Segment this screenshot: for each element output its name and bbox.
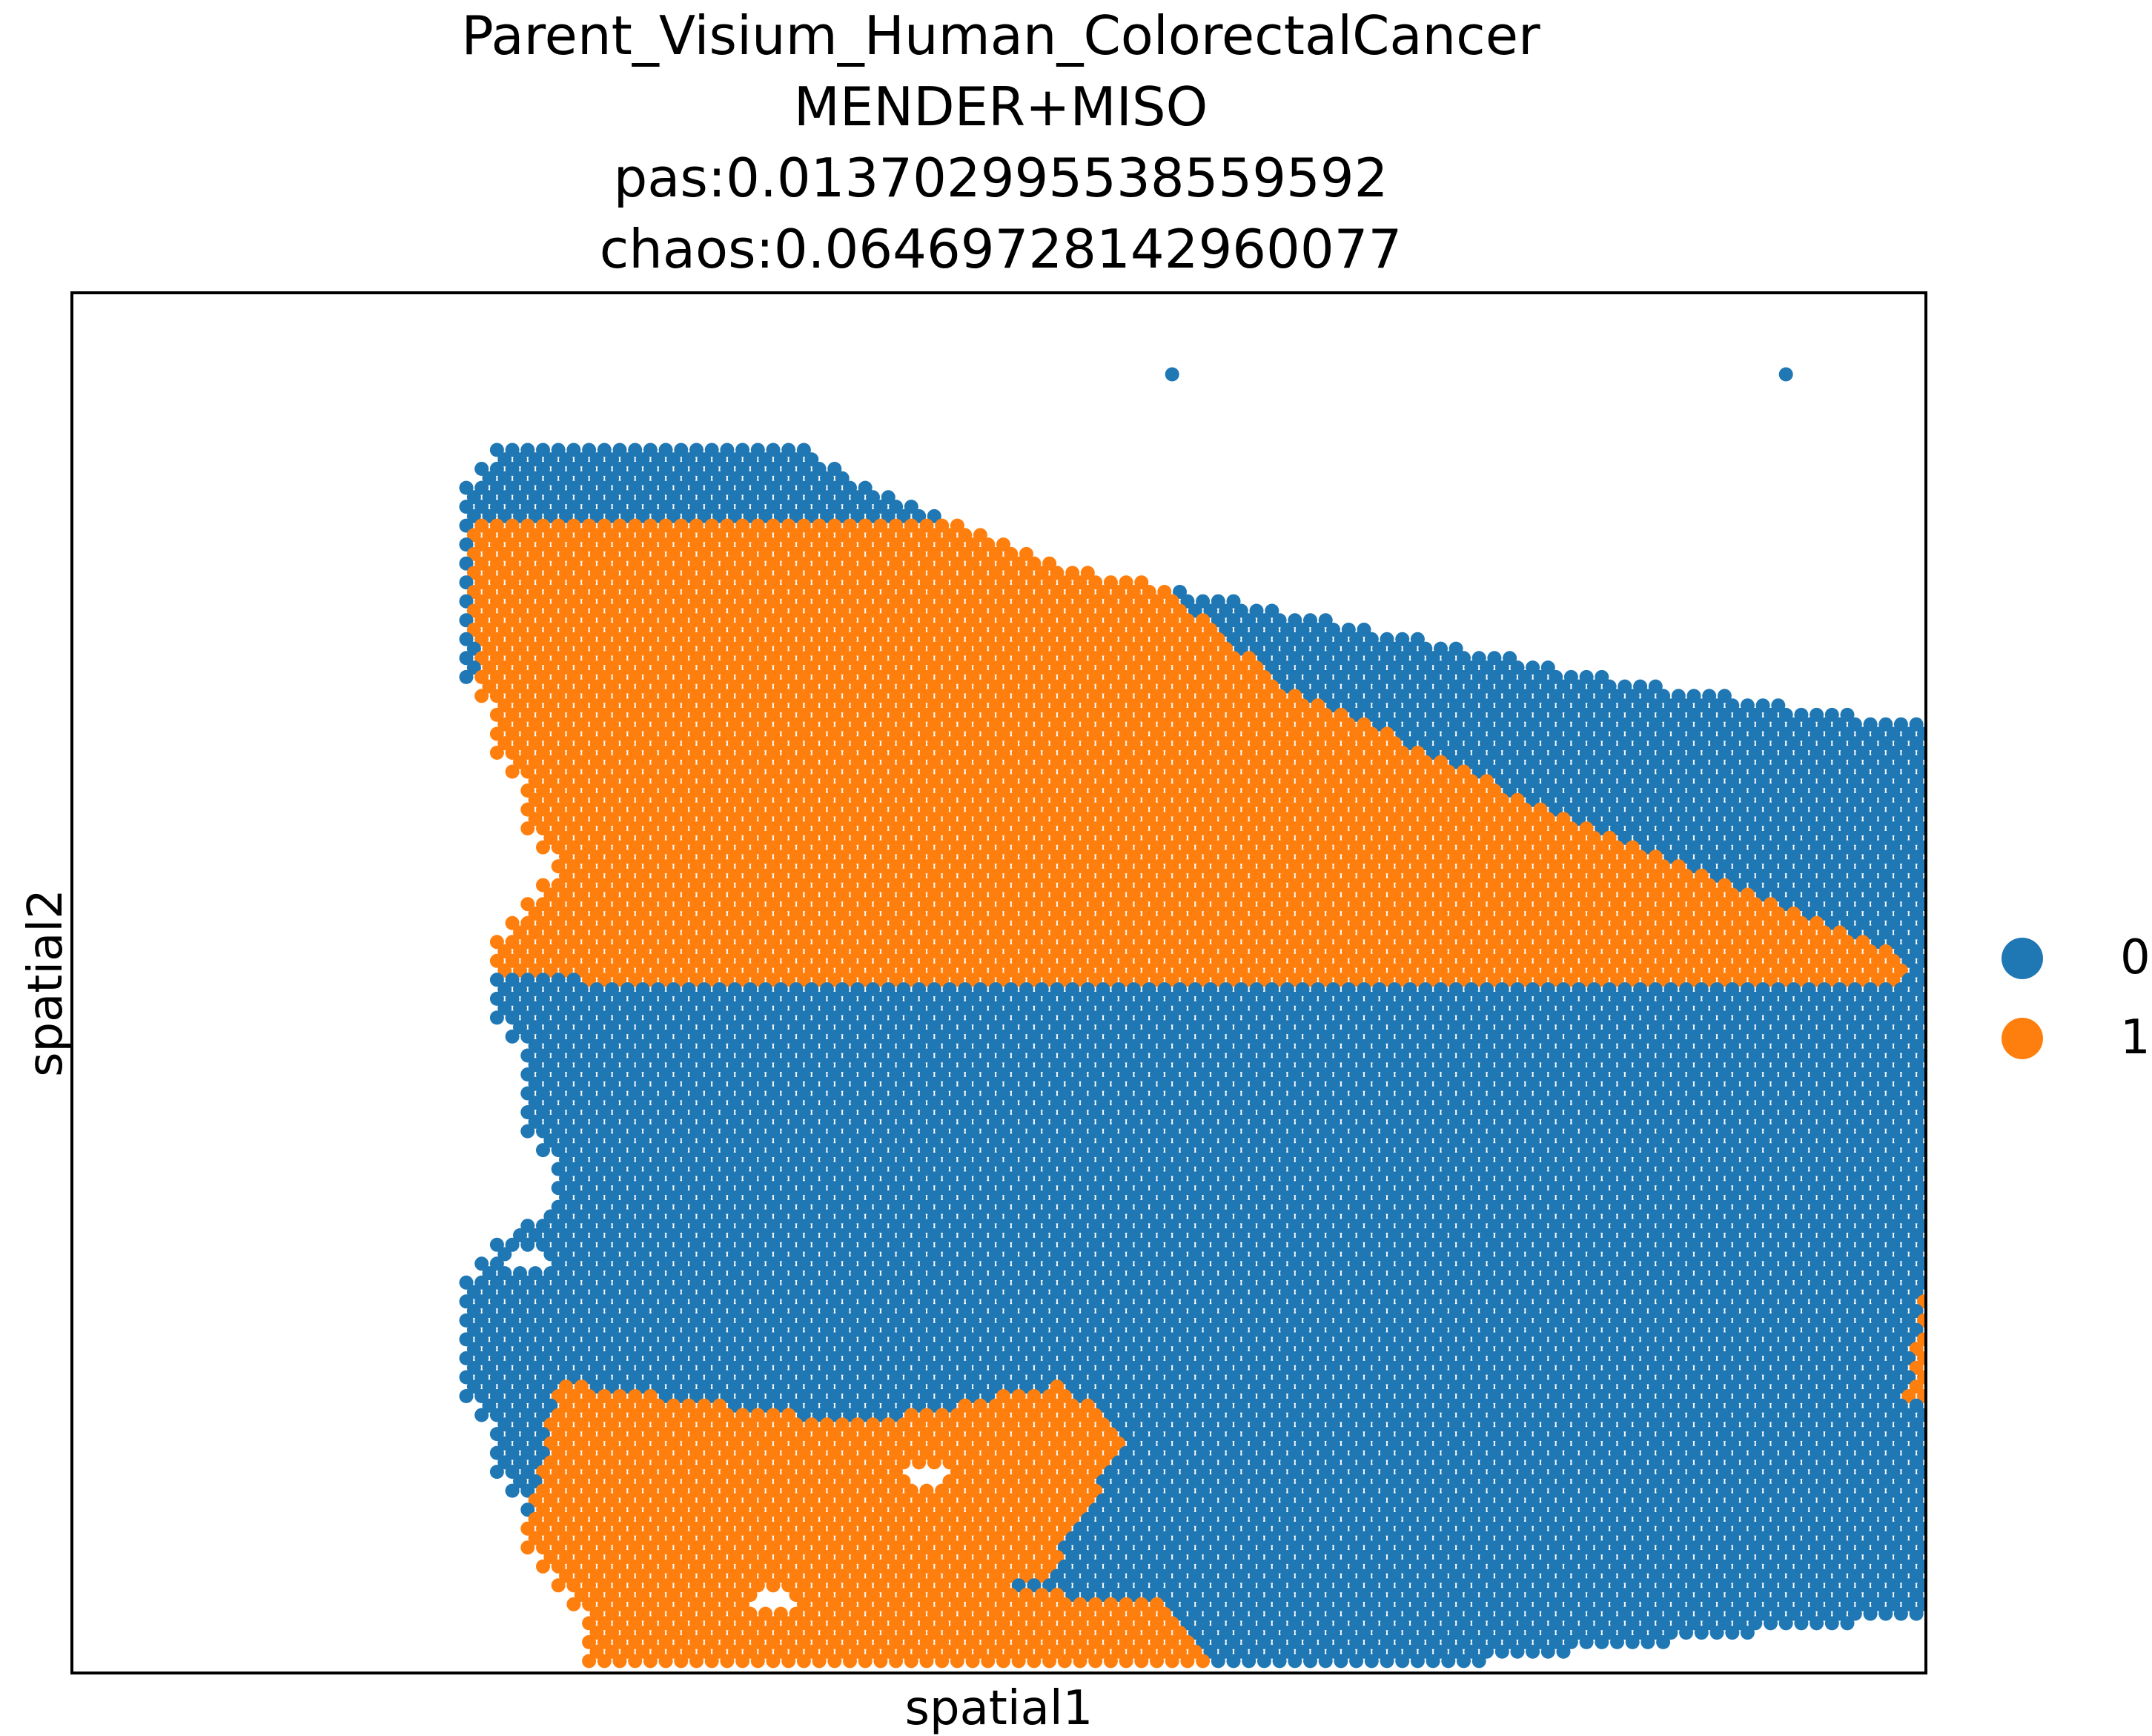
spot-1706: [490, 746, 504, 760]
title-line-pas: pas:0.013702995538559592: [0, 142, 2002, 213]
title-line-chaos: chaos:0.06469728142960077: [0, 213, 2002, 285]
chart-title: Parent_Visium_Human_ColorectalCancer MEN…: [0, 0, 2002, 285]
spot-1006: [460, 670, 474, 684]
scatter-plot: [73, 294, 1924, 1672]
plot-area: [70, 291, 1927, 1674]
spot-1158: [474, 689, 489, 703]
title-line-dataset: Parent_Visium_Human_ColorectalCancer: [0, 0, 2002, 71]
spot-2672: [520, 821, 534, 835]
spot-2941: [536, 841, 550, 855]
spot-1923: [506, 765, 520, 779]
title-line-method: MENDER+MISO: [0, 71, 2002, 142]
